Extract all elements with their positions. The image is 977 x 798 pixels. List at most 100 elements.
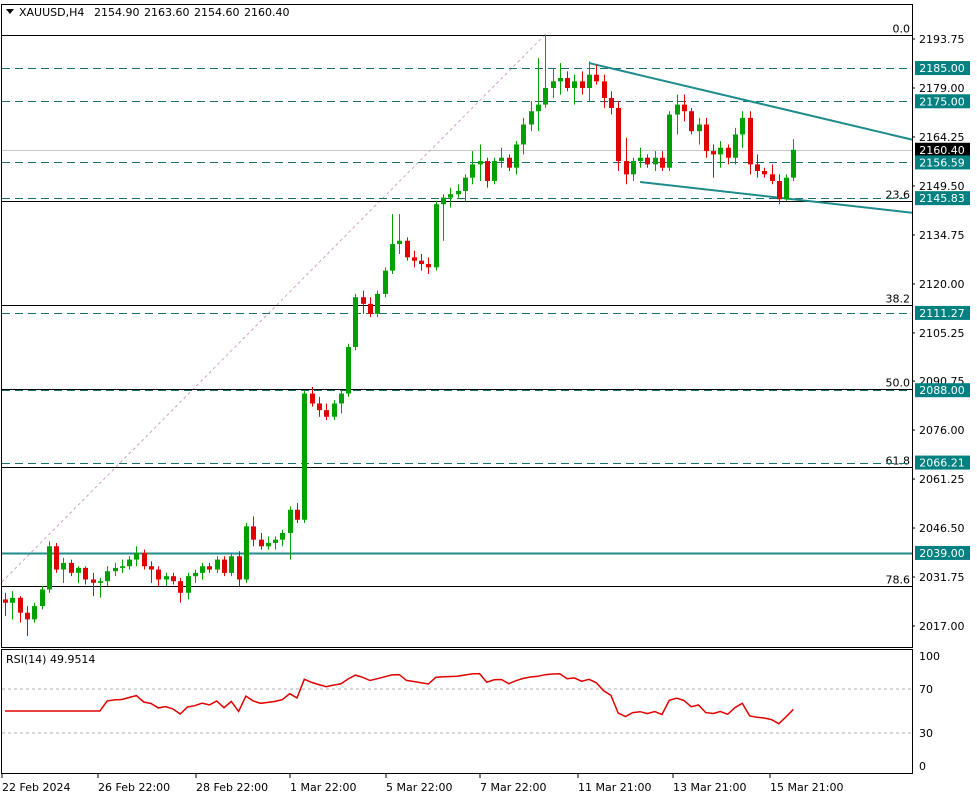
candle <box>47 541 52 593</box>
open-value: 2154.90 <box>94 6 140 19</box>
candle <box>375 290 380 318</box>
time-tick-label: 5 Mar 22:00 <box>386 781 452 794</box>
candle-body <box>259 539 264 547</box>
candle-body <box>419 260 424 265</box>
candle <box>207 562 212 573</box>
time-tick-label: 22 Feb 2024 <box>2 781 70 794</box>
candle <box>280 529 285 547</box>
candle-body <box>324 410 329 417</box>
fib-level-label: 0.0 <box>893 23 911 36</box>
candle <box>215 556 220 573</box>
candle-body <box>76 567 81 573</box>
trendlines[interactable] <box>588 62 913 214</box>
candle <box>10 591 15 620</box>
candle <box>770 164 775 185</box>
candle <box>164 572 169 587</box>
candle <box>463 174 468 201</box>
candle-body <box>675 104 680 115</box>
candle <box>580 71 585 95</box>
fib-anchor-line[interactable] <box>0 34 546 587</box>
candle <box>682 94 687 122</box>
candle-body <box>412 257 417 261</box>
candle-body <box>499 157 504 162</box>
rsi-label: RSI(14) 49.9514 <box>6 653 95 666</box>
candle-body <box>485 161 490 181</box>
candle <box>426 257 431 274</box>
candle-body <box>434 204 439 268</box>
candle <box>711 144 716 178</box>
candle-body <box>186 576 191 593</box>
rsi-indicator: 100 70 30 0 <box>2 650 940 773</box>
candle-body <box>229 556 234 573</box>
candle-body <box>733 134 738 158</box>
candle <box>54 542 59 573</box>
candle <box>718 141 723 168</box>
candle <box>193 569 198 583</box>
candle <box>419 254 424 271</box>
candle <box>638 147 643 168</box>
candle <box>91 572 96 597</box>
candle-body <box>580 81 585 88</box>
trendline[interactable] <box>588 62 913 141</box>
candle <box>346 343 351 397</box>
candle <box>470 151 475 185</box>
candle <box>273 536 278 550</box>
price-tick-label: 2105.25 <box>919 327 965 340</box>
price-tag <box>915 191 970 206</box>
price-tag-label: 2160.40 <box>919 144 965 157</box>
candle <box>171 572 176 585</box>
candle <box>704 117 709 158</box>
candle <box>733 127 738 165</box>
price-tag <box>915 61 970 76</box>
candle <box>572 74 577 105</box>
candle-body <box>142 552 147 567</box>
candle <box>18 596 23 623</box>
candle-body <box>25 612 30 620</box>
candle-body <box>587 74 592 88</box>
candle-body <box>653 157 658 165</box>
candle <box>61 557 66 583</box>
candle <box>266 536 271 550</box>
candle-body <box>791 149 796 178</box>
horizontal-levels[interactable] <box>2 68 912 555</box>
price-tick-label: 2031.75 <box>919 571 965 584</box>
candle <box>675 94 680 135</box>
trendline[interactable] <box>639 180 913 214</box>
candle-body <box>478 161 483 165</box>
price-tick-label: 2193.75 <box>919 33 965 46</box>
candle <box>689 107 694 135</box>
candle-body <box>748 117 753 165</box>
candle <box>653 151 658 172</box>
candle-body <box>529 111 534 125</box>
candle-body <box>463 177 468 191</box>
price-tag <box>915 142 970 157</box>
candle <box>3 592 8 617</box>
fib-level-label: 50.0 <box>886 377 911 390</box>
rsi-tick-label: 100 <box>919 650 940 663</box>
candle-body <box>638 157 643 162</box>
candle <box>499 147 504 168</box>
candle <box>390 214 395 274</box>
dropdown-triangle-icon[interactable] <box>6 9 14 14</box>
candle-body <box>237 556 242 580</box>
candle-body <box>200 566 205 573</box>
price-tag-label: 2156.59 <box>919 156 965 169</box>
candle <box>339 390 344 414</box>
candle-body <box>470 164 475 178</box>
close-value: 2160.40 <box>244 6 290 19</box>
candle <box>478 144 483 181</box>
candle <box>98 577 103 598</box>
price-tick-label: 2046.50 <box>919 522 965 535</box>
candle <box>558 63 563 95</box>
symbol-label: XAUUSD,H4 <box>19 6 84 19</box>
candle-body <box>558 78 563 82</box>
candle-body <box>346 347 351 394</box>
candle-body <box>777 180 782 200</box>
time-tick-label: 13 Mar 21:00 <box>673 781 746 794</box>
candle-body <box>718 147 723 155</box>
candle <box>492 157 497 185</box>
time-axis: 22 Feb 2024 26 Feb 22:00 28 Feb 22:00 1 Mar… <box>1 774 843 794</box>
candle-body <box>40 589 45 607</box>
candle <box>602 74 607 108</box>
